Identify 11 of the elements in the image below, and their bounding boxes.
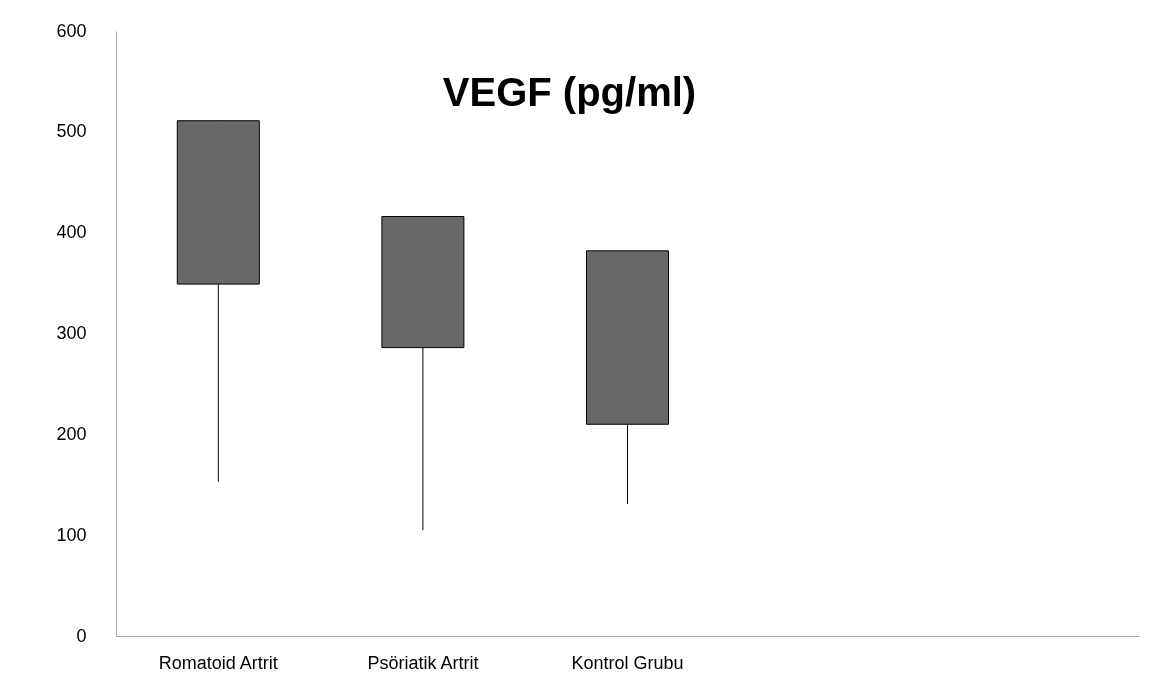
x-tick-label: Kontrol Grubu <box>571 652 684 673</box>
text: VEGF (pg/ml) <box>442 70 697 114</box>
y-tick-label: 600 <box>56 20 87 41</box>
y-tick-label: 400 <box>56 222 87 243</box>
y-tick-label: 100 <box>56 524 87 545</box>
y-tick-label: 0 <box>76 625 87 646</box>
y-tick-label: 200 <box>56 423 87 444</box>
x-tick-label: Romatoid Artrit <box>158 652 278 673</box>
y-tick-label: 300 <box>56 323 87 343</box>
y-tick-label: 500 <box>56 121 87 142</box>
x-tick-label: Psöriatik Artrit <box>367 652 479 673</box>
